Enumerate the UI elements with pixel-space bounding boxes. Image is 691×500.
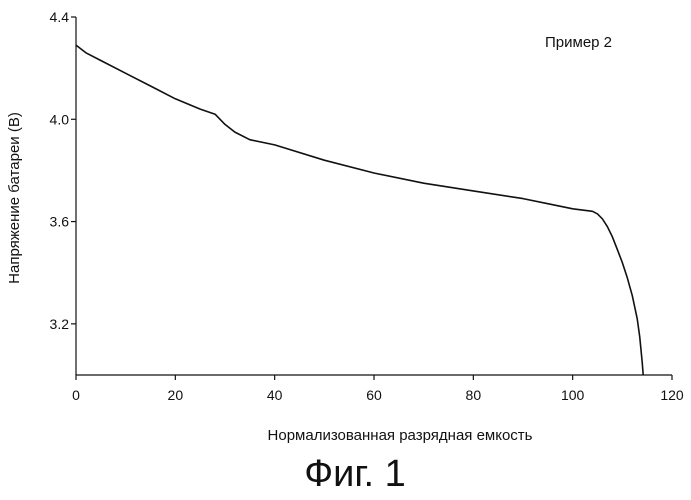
series-line-voltage [76, 45, 643, 375]
x-tick-label: 120 [660, 387, 684, 403]
figure-caption: Фиг. 1 [304, 453, 406, 495]
y-ticks: 3.2 3.6 4.0 4.4 [50, 9, 76, 332]
y-axis-title: Напряжение батареи (В) [6, 112, 23, 284]
x-axis-title: Нормализованная разрядная емкость [268, 427, 533, 444]
x-ticks: 0 20 40 60 80 100 120 [72, 375, 684, 403]
x-tick-label: 40 [267, 387, 283, 403]
x-tick-label: 100 [561, 387, 585, 403]
y-tick-label: 4.4 [50, 9, 70, 25]
x-tick-label: 80 [466, 387, 482, 403]
y-tick-label: 4.0 [50, 111, 70, 127]
y-tick-label: 3.6 [50, 214, 70, 230]
y-tick-label: 3.2 [50, 316, 70, 332]
x-tick-label: 20 [168, 387, 184, 403]
x-tick-label: 0 [72, 387, 80, 403]
example-label: Пример 2 [545, 34, 612, 51]
axes: 0 20 40 60 80 100 120 3.2 3.6 4.0 4.4 [50, 9, 684, 403]
x-tick-label: 60 [366, 387, 382, 403]
